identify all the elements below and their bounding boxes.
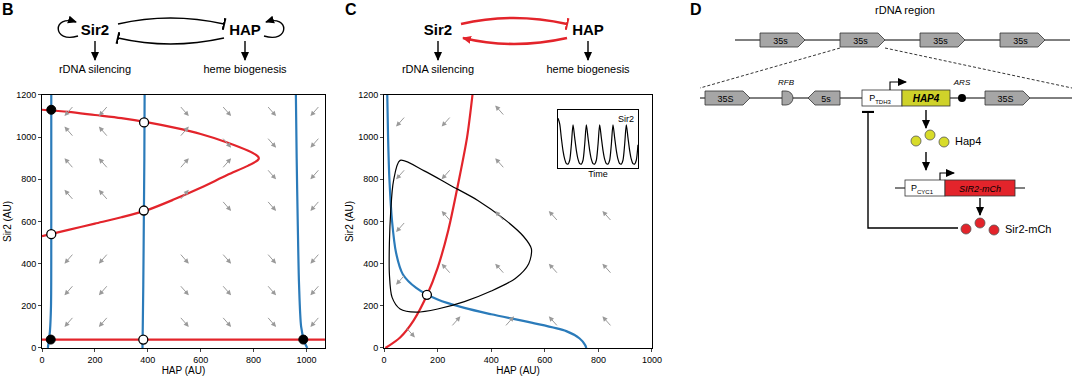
svg-text:Sir2-mCh: Sir2-mCh [1005,223,1051,235]
svg-text:D: D [690,1,702,18]
svg-text:HAP (AU): HAP (AU) [162,365,206,376]
svg-text:HAP (AU): HAP (AU) [496,365,540,376]
svg-text:heme biogenesis: heme biogenesis [546,63,630,75]
svg-text:Sir2: Sir2 [618,114,634,124]
svg-text:400: 400 [363,259,378,269]
svg-text:RFB: RFB [778,78,795,87]
svg-text:B: B [2,1,14,18]
svg-text:200: 200 [87,355,102,365]
svg-text:600: 600 [21,217,36,227]
svg-text:Sir2 (AU): Sir2 (AU) [2,201,13,242]
svg-text:1000: 1000 [296,355,316,365]
svg-text:35s: 35s [853,36,868,46]
svg-text:PCYC1: PCYC1 [911,183,934,195]
svg-text:5s: 5s [821,94,831,104]
svg-text:heme biogenesis: heme biogenesis [203,63,287,75]
svg-text:400: 400 [484,355,499,365]
svg-text:C: C [345,1,357,18]
svg-text:rDNA region: rDNA region [875,4,935,16]
svg-text:35s: 35s [933,36,948,46]
svg-text:35s: 35s [1013,36,1028,46]
svg-text:0: 0 [373,343,378,353]
svg-text:Sir2: Sir2 [81,21,109,38]
svg-text:HAP: HAP [229,21,261,38]
svg-text:rDNA silencing: rDNA silencing [59,63,131,75]
svg-text:ARS: ARS [953,78,971,87]
svg-text:200: 200 [363,301,378,311]
svg-text:800: 800 [21,174,36,184]
svg-text:600: 600 [363,217,378,227]
svg-text:1000: 1000 [358,132,378,142]
svg-text:400: 400 [140,355,155,365]
svg-text:200: 200 [430,355,445,365]
svg-text:600: 600 [193,355,208,365]
svg-text:rDNA silencing: rDNA silencing [402,63,474,75]
svg-text:HAP4: HAP4 [913,93,940,104]
svg-text:1200: 1200 [358,90,378,100]
svg-text:0: 0 [382,355,387,365]
svg-text:800: 800 [246,355,261,365]
svg-text:Hap4: Hap4 [955,135,981,147]
svg-text:Sir2: Sir2 [424,21,452,38]
svg-text:200: 200 [21,301,36,311]
svg-text:800: 800 [591,355,606,365]
svg-text:1000: 1000 [642,355,662,365]
svg-text:1200: 1200 [16,90,36,100]
svg-text:800: 800 [363,174,378,184]
svg-text:600: 600 [537,355,552,365]
svg-text:SIR2-mCh: SIR2-mCh [959,184,1001,194]
svg-text:1000: 1000 [16,132,36,142]
svg-text:PTDH3: PTDH3 [869,93,891,105]
svg-text:400: 400 [21,259,36,269]
svg-text:35S: 35S [717,94,733,104]
svg-text:0: 0 [31,343,36,353]
svg-text:HAP: HAP [572,21,604,38]
svg-text:35S: 35S [997,94,1013,104]
svg-text:Time: Time [588,169,608,179]
svg-text:35s: 35s [773,36,788,46]
svg-text:Sir2 (AU): Sir2 (AU) [344,201,355,242]
svg-text:0: 0 [40,355,45,365]
